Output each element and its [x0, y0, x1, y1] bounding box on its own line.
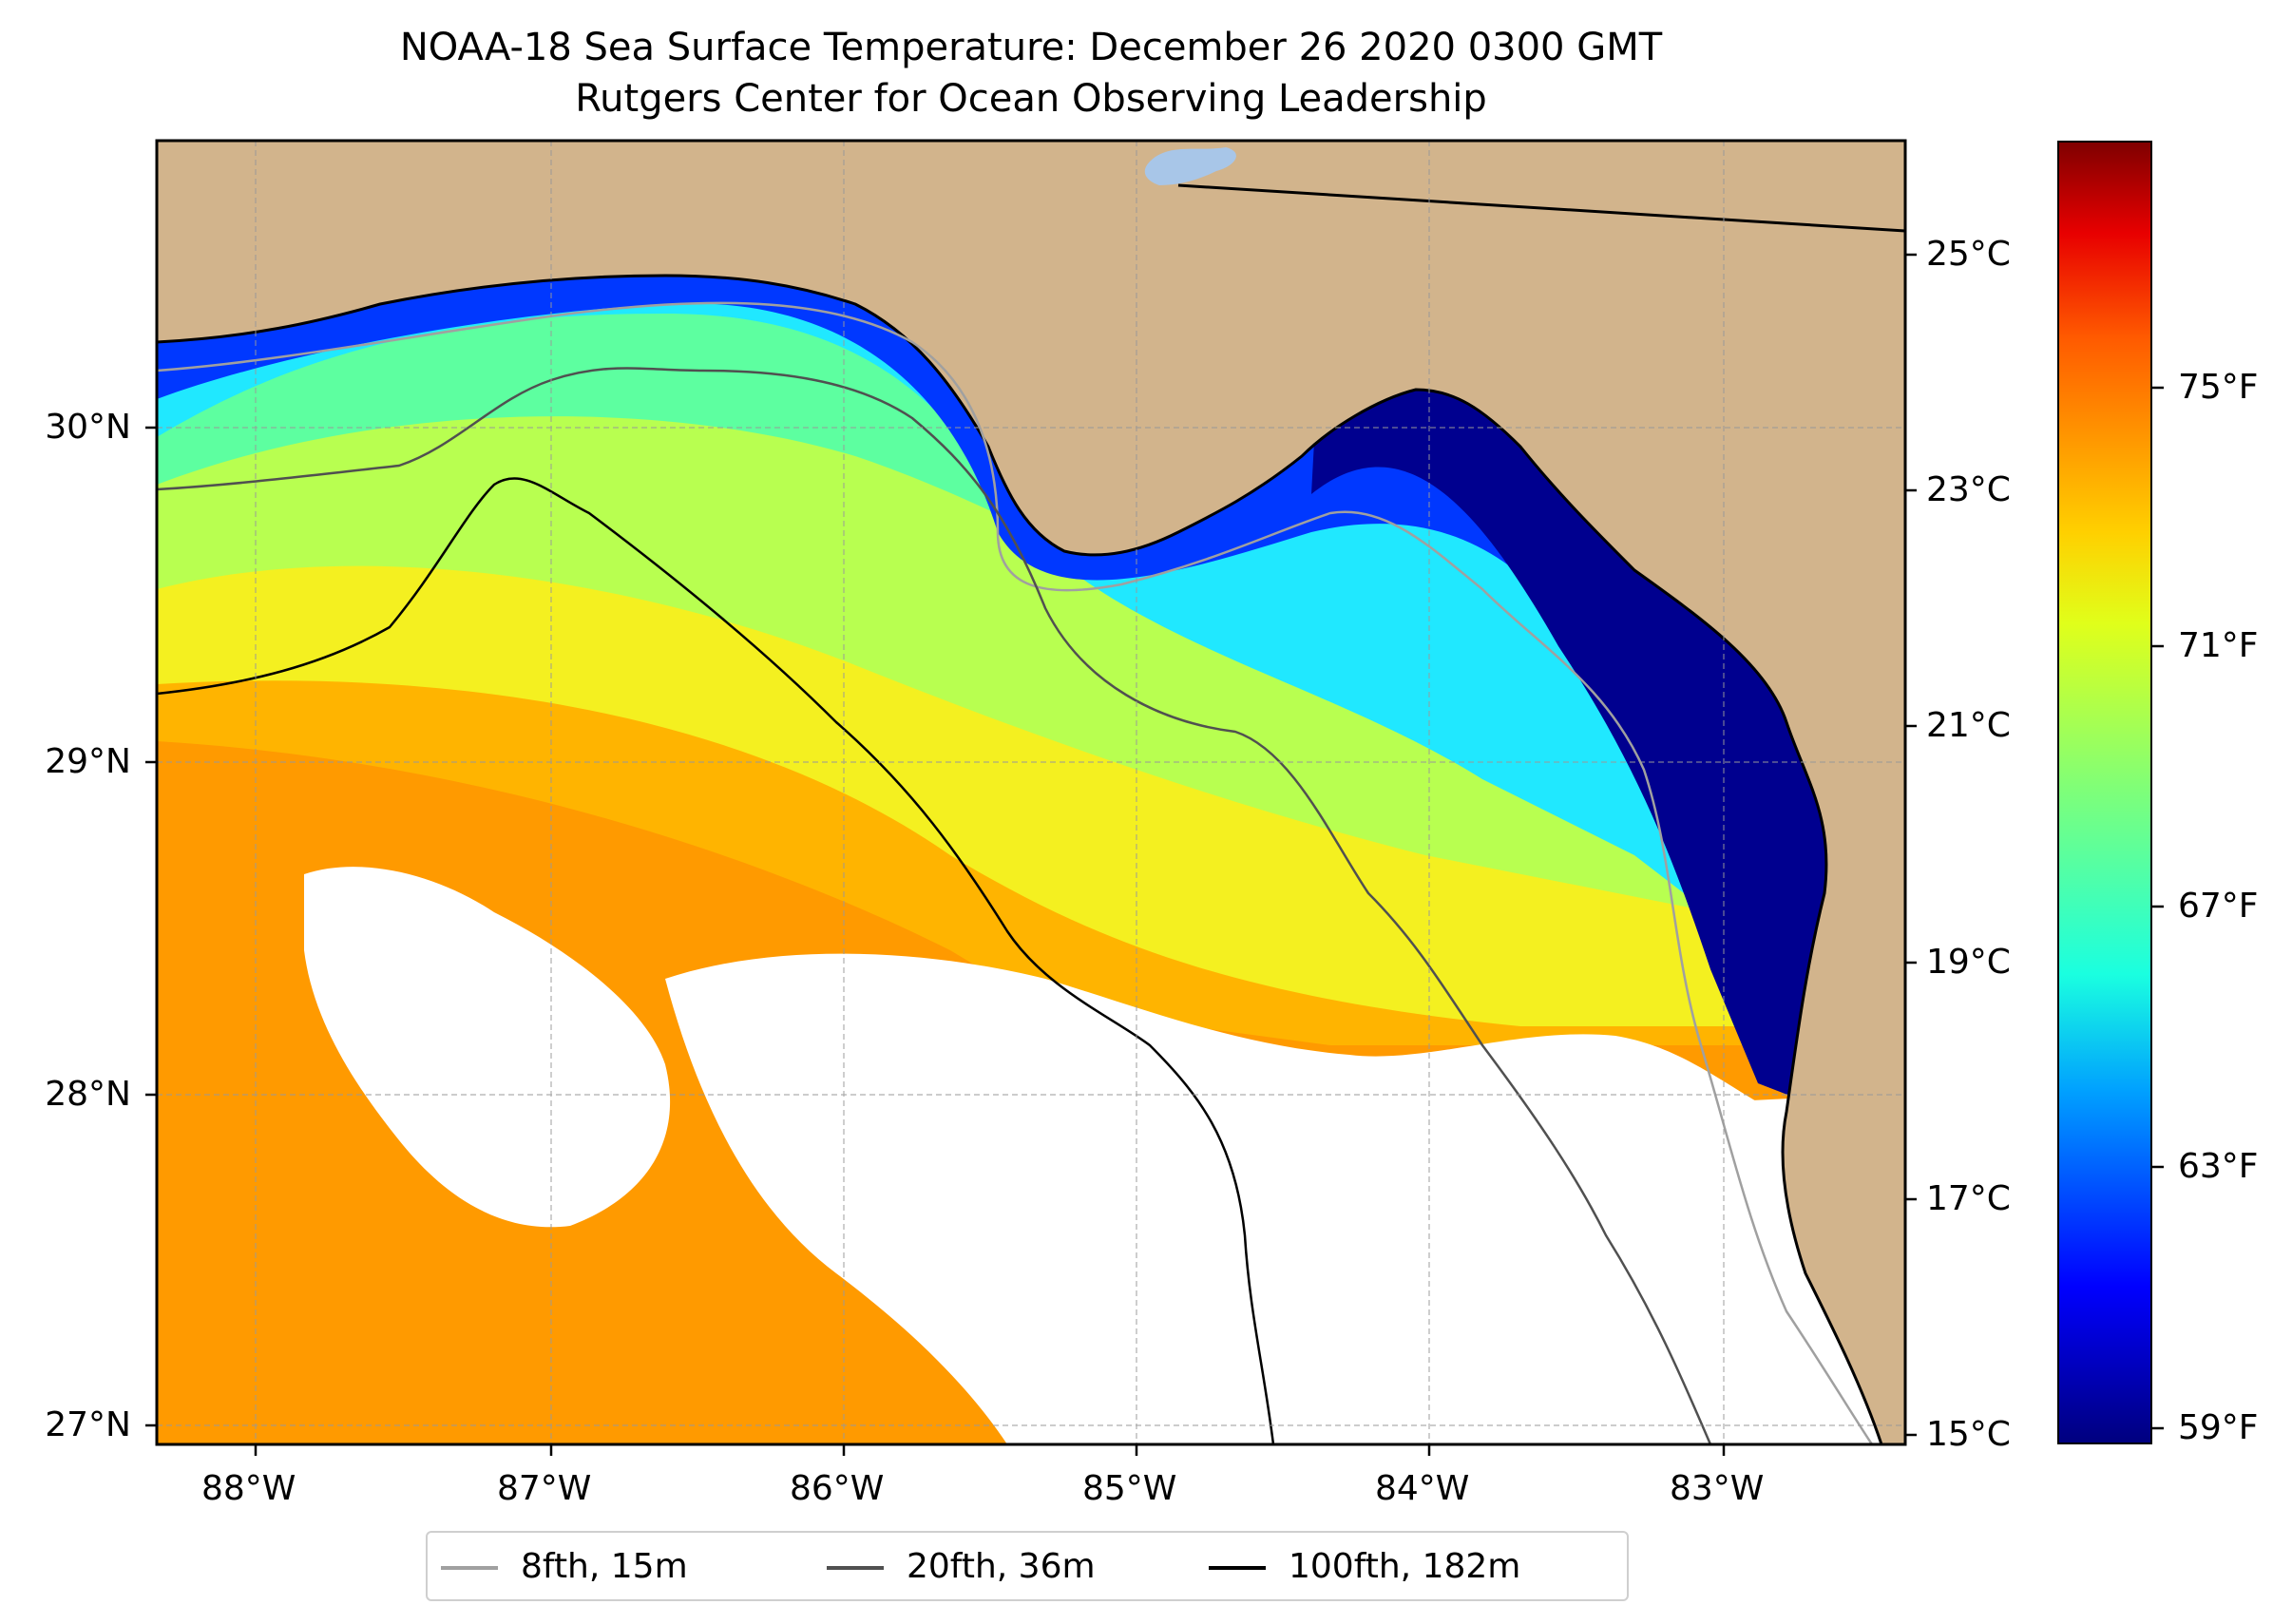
lat-label-27n: 27°N [45, 1405, 131, 1444]
celsius-label-21: 21°C [1926, 706, 2011, 745]
lake-seminole [1144, 147, 1236, 185]
state-boundary [1177, 183, 1905, 233]
celsius-label-17: 17°C [1926, 1179, 2011, 1218]
contour-20fth [157, 367, 1712, 1444]
lat-label-29n: 29°N [45, 742, 131, 781]
legend-line-8fth [441, 1566, 498, 1570]
celsius-label-15: 15°C [1926, 1415, 2011, 1454]
lat-label-28n: 28°N [45, 1075, 131, 1114]
lon-label-83w: 83°W [1670, 1469, 1765, 1508]
celsius-label-25: 25°C [1926, 235, 2011, 274]
fahrenheit-label-67: 67°F [2178, 887, 2259, 926]
lon-label-88w: 88°W [201, 1469, 296, 1508]
legend-label-100fth: 100fth, 182m [1289, 1547, 1521, 1586]
lat-label-30n: 30°N [45, 408, 131, 447]
fahrenheit-label-71: 71°F [2178, 626, 2259, 665]
lon-label-86w: 86°W [790, 1469, 885, 1508]
contour-legend: 8fth, 15m 20fth, 36m 100fth, 182m [426, 1531, 1629, 1601]
legend-label-20fth: 20fth, 36m [907, 1547, 1096, 1586]
contour-8fth [157, 301, 1874, 1444]
no-data-cloud-west [304, 867, 671, 1228]
fahrenheit-label-63: 63°F [2178, 1147, 2259, 1186]
celsius-label-19: 19°C [1926, 943, 2011, 982]
lon-label-84w: 84°W [1375, 1469, 1470, 1508]
chart-subtitle: Rutgers Center for Ocean Observing Leade… [575, 77, 1487, 121]
map-frame [155, 139, 1907, 1446]
contour-100fth [157, 477, 1275, 1444]
no-data-cloud-main [665, 953, 1905, 1444]
land-north-coast [157, 141, 1905, 1444]
gridlines [157, 141, 1905, 1444]
colorbar [2057, 141, 2152, 1444]
lon-label-87w: 87°W [497, 1469, 592, 1508]
lon-label-85w: 85°W [1082, 1469, 1177, 1508]
chart-title: NOAA-18 Sea Surface Temperature: Decembe… [399, 26, 1663, 69]
legend-label-8fth: 8fth, 15m [521, 1547, 688, 1586]
axis-ticks [145, 253, 1917, 1456]
fahrenheit-label-59: 59°F [2178, 1408, 2259, 1447]
celsius-label-23: 23°C [1926, 470, 2011, 509]
fahrenheit-label-75: 75°F [2178, 368, 2259, 407]
legend-line-20fth [827, 1566, 884, 1570]
colorbar-ticks [2152, 386, 2164, 1430]
legend-line-100fth [1209, 1566, 1266, 1570]
